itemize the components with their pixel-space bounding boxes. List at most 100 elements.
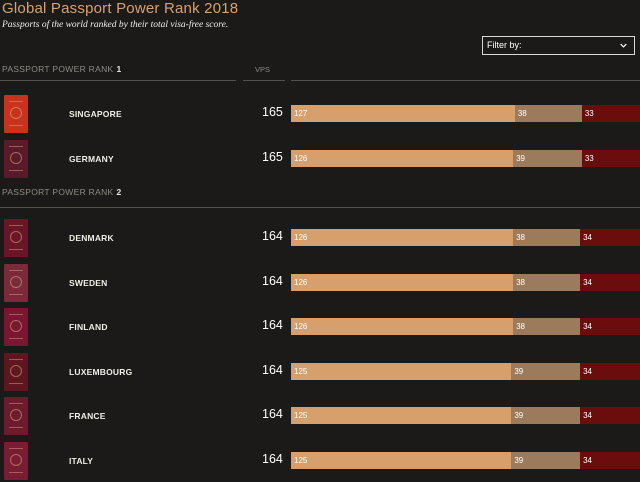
segment-value: 39 <box>514 456 524 465</box>
passport-row[interactable]: ITALY 164 125 39 34 <box>0 442 640 482</box>
divider <box>0 80 236 81</box>
passport-row[interactable]: FRANCE 164 125 39 34 <box>0 397 640 437</box>
segment-value: 33 <box>584 109 594 118</box>
chevron-down-icon <box>620 43 627 48</box>
segment-value: 39 <box>514 411 524 420</box>
visa-free-segment: 125 <box>291 407 512 424</box>
segment-value: 125 <box>294 367 308 376</box>
segment-value: 34 <box>583 411 592 420</box>
vps-column-header: VPS <box>255 65 271 74</box>
visa-free-score: 164 <box>262 229 283 243</box>
segment-value: 34 <box>583 233 592 242</box>
visa-free-score: 164 <box>262 363 283 377</box>
passport-cover-image <box>4 95 28 133</box>
passport-row[interactable]: DENMARK 164 126 38 34 <box>0 219 640 259</box>
segment-value: 34 <box>583 322 592 331</box>
rank-label: PASSPORT POWER RANK <box>2 187 114 197</box>
visa-required-segment: 33 <box>581 150 640 167</box>
segment-value: 126 <box>294 154 308 163</box>
segment-value: 125 <box>294 411 308 420</box>
rank-group-header: PASSPORT POWER RANK 2 <box>2 187 122 197</box>
visa-free-score: 164 <box>262 274 283 288</box>
country-name: DENMARK <box>69 233 114 243</box>
segment-value: 127 <box>294 109 308 118</box>
filter-label: Filter by: <box>487 40 522 50</box>
visa-free-segment: 125 <box>291 452 512 469</box>
visa-on-arrival-segment: 38 <box>513 274 581 291</box>
rank-label: PASSPORT POWER RANK <box>2 64 114 74</box>
score-bar: 126 38 34 <box>291 229 640 246</box>
passport-row[interactable]: LUXEMBOURG 164 125 39 34 <box>0 353 640 393</box>
segment-value: 38 <box>516 322 525 331</box>
visa-free-segment: 125 <box>291 363 512 380</box>
passport-row[interactable]: GERMANY 165 126 39 33 <box>0 140 640 180</box>
visa-free-segment: 127 <box>291 105 515 122</box>
visa-on-arrival-segment: 38 <box>513 229 581 246</box>
filter-dropdown[interactable]: Filter by: <box>482 36 635 55</box>
visa-free-score: 165 <box>262 150 283 164</box>
segment-value: 34 <box>583 367 592 376</box>
visa-free-score: 164 <box>262 452 283 466</box>
segment-value: 38 <box>516 278 525 287</box>
segment-value: 38 <box>516 233 525 242</box>
segment-value: 38 <box>517 109 527 118</box>
segment-value: 39 <box>516 154 525 163</box>
visa-required-segment: 34 <box>580 363 640 380</box>
visa-required-segment: 34 <box>580 407 640 424</box>
country-name: FINLAND <box>69 322 108 332</box>
rank-group-header: PASSPORT POWER RANK 1 <box>2 64 122 74</box>
score-bar: 126 38 34 <box>291 318 640 335</box>
visa-free-segment: 126 <box>291 274 514 291</box>
visa-free-score: 165 <box>262 105 283 119</box>
country-name: SWEDEN <box>69 278 108 288</box>
visa-free-score: 164 <box>262 318 283 332</box>
visa-required-segment: 34 <box>580 229 640 246</box>
country-name: GERMANY <box>69 154 114 164</box>
country-name: LUXEMBOURG <box>69 367 133 377</box>
divider <box>243 80 285 81</box>
rank-number: 2 <box>116 187 122 197</box>
passport-cover-image <box>4 308 28 346</box>
segment-value: 39 <box>514 367 524 376</box>
country-name: FRANCE <box>69 411 106 421</box>
passport-cover-image <box>4 442 28 480</box>
visa-free-segment: 126 <box>291 150 514 167</box>
rank-number: 1 <box>116 64 122 74</box>
page-subtitle: Passports of the world ranked by their t… <box>2 20 229 30</box>
passport-cover-image <box>4 219 28 257</box>
score-bar: 125 39 34 <box>291 363 640 380</box>
segment-value: 125 <box>294 456 308 465</box>
visa-required-segment: 33 <box>581 105 640 122</box>
segment-value: 126 <box>294 322 308 331</box>
passport-row[interactable]: SINGAPORE 165 127 38 33 <box>0 95 640 135</box>
visa-required-segment: 34 <box>580 274 640 291</box>
divider <box>291 80 640 81</box>
visa-on-arrival-segment: 39 <box>511 407 581 424</box>
segment-value: 126 <box>294 278 308 287</box>
visa-free-segment: 126 <box>291 318 514 335</box>
score-bar: 125 39 34 <box>291 452 640 469</box>
score-bar: 125 39 34 <box>291 407 640 424</box>
passport-cover-image <box>4 397 28 435</box>
visa-on-arrival-segment: 39 <box>513 150 582 167</box>
passport-cover-image <box>4 264 28 302</box>
passport-row[interactable]: FINLAND 164 126 38 34 <box>0 308 640 348</box>
score-bar: 127 38 33 <box>291 105 640 122</box>
score-bar: 126 38 34 <box>291 274 640 291</box>
visa-on-arrival-segment: 39 <box>511 452 581 469</box>
passport-row[interactable]: SWEDEN 164 126 38 34 <box>0 264 640 304</box>
passport-cover-image <box>4 353 28 391</box>
visa-on-arrival-segment: 38 <box>514 105 582 122</box>
visa-free-score: 164 <box>262 407 283 421</box>
country-name: ITALY <box>69 456 94 466</box>
visa-required-segment: 34 <box>580 452 640 469</box>
visa-on-arrival-segment: 38 <box>513 318 581 335</box>
segment-value: 33 <box>584 154 594 163</box>
segment-value: 34 <box>583 278 592 287</box>
visa-free-segment: 126 <box>291 229 514 246</box>
divider <box>0 207 640 208</box>
passport-cover-image <box>4 140 28 178</box>
page-title: Global Passport Power Rank 2018 <box>2 0 239 17</box>
segment-value: 126 <box>294 233 308 242</box>
country-name: SINGAPORE <box>69 109 122 119</box>
